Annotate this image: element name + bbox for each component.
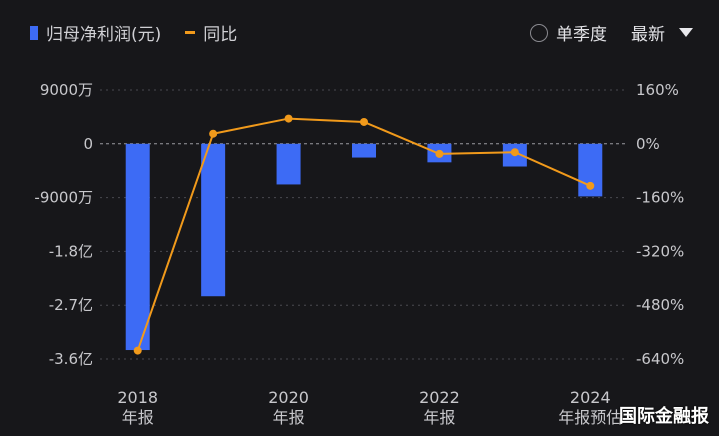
left-axis-tick-label: -9000万 — [34, 189, 93, 207]
x-axis-tick-year: 2020 — [268, 388, 309, 407]
chart-controls: 单季度 最新 — [530, 20, 693, 45]
dropdown-value: 最新 — [631, 25, 665, 45]
legend-item-yoy[interactable]: 同比 — [171, 20, 237, 45]
right-axis-tick-label: -320% — [636, 242, 684, 260]
bar-net-profit — [125, 143, 150, 351]
x-axis-tick-period: 年报预估 — [558, 408, 622, 427]
x-axis-tick-period: 年报 — [423, 408, 455, 427]
legend-item-net-profit[interactable]: 归母净利润(元) — [30, 20, 161, 45]
left-axis-tick-label: -3.6亿 — [49, 350, 93, 368]
quarterly-label: 单季度 — [556, 25, 607, 45]
line-swatch-icon — [185, 31, 196, 34]
quarterly-toggle[interactable]: 单季度 — [530, 20, 607, 45]
bar-net-profit — [352, 143, 376, 158]
left-axis-tick-label: 9000万 — [40, 81, 93, 99]
radio-icon[interactable] — [530, 23, 548, 42]
yoy-point — [284, 114, 293, 123]
right-axis-tick-label: -160% — [636, 189, 684, 207]
yoy-point — [360, 117, 368, 126]
left-axis-tick-label: -2.7亿 — [49, 296, 93, 314]
left-axis-tick-label: -1.8亿 — [49, 242, 93, 260]
x-axis-tick-year: 2022 — [419, 388, 460, 407]
bar-net-profit — [201, 143, 226, 297]
right-axis-tick-label: -640% — [636, 350, 684, 368]
left-axis-tick-label: 0 — [83, 135, 93, 153]
chart-legend: 归母净利润(元) 同比 — [30, 20, 237, 45]
right-axis-tick-label: -480% — [636, 296, 684, 314]
bar-swatch-icon — [30, 25, 38, 40]
yoy-point — [209, 129, 218, 138]
yoy-point — [510, 148, 519, 157]
legend-label-yoy: 同比 — [203, 25, 238, 45]
x-axis-tick-year: 2024 — [570, 388, 611, 407]
bar-net-profit — [276, 143, 301, 185]
period-dropdown[interactable]: 最新 — [631, 20, 693, 45]
yoy-point — [586, 181, 595, 190]
caret-down-icon[interactable] — [679, 28, 693, 37]
legend-label-net-profit: 归母净利润(元) — [46, 25, 162, 45]
yoy-point — [435, 149, 444, 158]
x-axis-tick-year: 2018 — [117, 388, 158, 407]
yoy-point — [133, 346, 142, 355]
right-axis-tick-label: 0% — [636, 135, 660, 153]
x-axis-tick-period: 年报 — [122, 408, 154, 427]
watermark: 国际金融报 — [619, 406, 709, 427]
x-axis-tick-period: 年报 — [273, 408, 305, 427]
right-axis-tick-label: 160% — [636, 81, 679, 99]
